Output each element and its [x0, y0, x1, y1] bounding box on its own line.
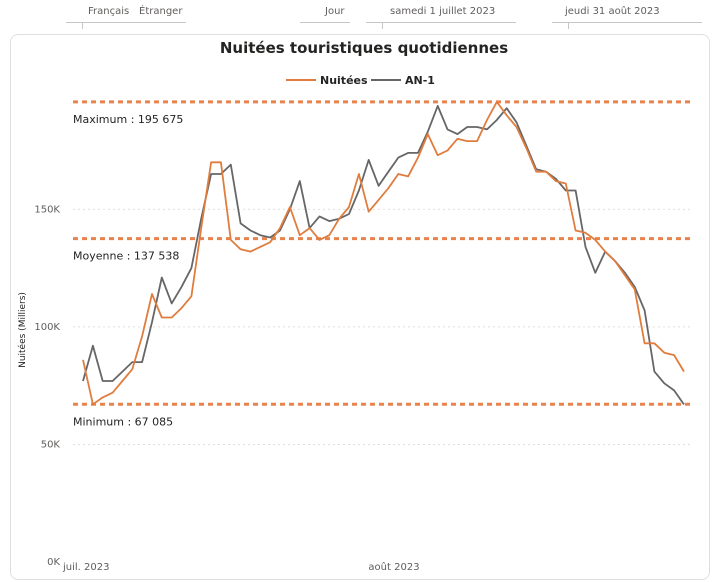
x-tick-label-1: août 2023	[368, 561, 419, 573]
legend-label-an1: AN-1	[405, 74, 435, 87]
reference-label-0: Maximum : 195 675	[73, 113, 183, 126]
filter-date-start[interactable]: samedi 1 juillet 2023	[390, 6, 496, 17]
region-filter-underline	[66, 22, 186, 23]
y-axis-label: Nuitées (Milliers)	[17, 292, 28, 368]
granularity-filter-underline	[300, 22, 350, 23]
filter-date-end[interactable]: jeudi 31 août 2023	[565, 6, 660, 17]
region-filter-tick	[82, 22, 83, 29]
y-tick-label-1: 50K	[41, 439, 61, 450]
date-start-tick	[382, 22, 383, 29]
series-line-an1	[82, 105, 685, 406]
reference-label-1: Moyenne : 137 538	[73, 250, 179, 263]
x-tick-label-0: juil. 2023	[62, 562, 109, 573]
legend: Nuitées AN-1	[286, 74, 435, 87]
filter-granularity[interactable]: Jour	[325, 6, 345, 17]
y-tick-label-0: 0K	[47, 557, 60, 568]
filter-region-francais[interactable]: Français	[88, 6, 130, 17]
legend-label-nuitees: Nuitées	[320, 74, 368, 87]
date-end-tick	[568, 22, 569, 29]
reference-label-2: Minimum : 67 085	[73, 415, 173, 428]
chart-card	[10, 34, 710, 580]
y-tick-label-3: 150K	[34, 204, 60, 215]
chart-title: Nuitées touristiques quotidiennes	[220, 39, 508, 57]
series-line-nuitees	[82, 101, 685, 406]
date-end-underline	[552, 22, 702, 23]
filter-region-etranger[interactable]: Étranger	[139, 6, 183, 17]
date-start-underline	[366, 22, 516, 23]
y-tick-label-2: 100K	[34, 322, 60, 333]
